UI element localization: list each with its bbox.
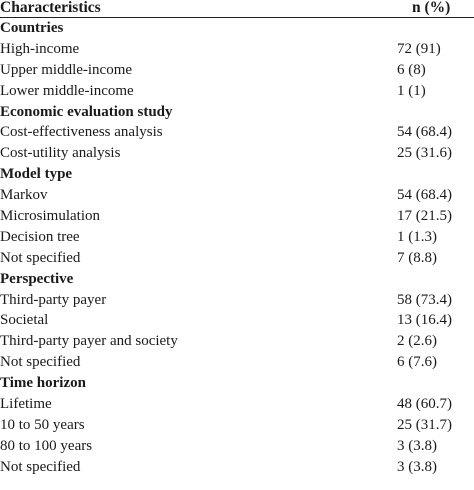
table-row: High-income 72 (91) <box>0 39 474 60</box>
header-rule <box>0 17 474 18</box>
section-heading-row: Time horizon <box>0 373 474 394</box>
row-label: Cost-utility analysis <box>0 145 121 162</box>
row-label: Not specified <box>0 249 81 266</box>
section-heading: Economic evaluation study <box>0 103 173 120</box>
row-value: 54 (68.4) <box>397 124 452 141</box>
row-label: Cost-effectiveness analysis <box>0 124 163 141</box>
row-value: 6 (7.6) <box>397 354 437 371</box>
row-label: Societal <box>0 312 49 329</box>
row-value: 1 (1.3) <box>397 228 437 245</box>
row-label: Microsimulation <box>0 208 100 225</box>
row-value: 6 (8) <box>397 61 426 78</box>
table-row: Societal 13 (16.4) <box>0 310 474 331</box>
section-heading-row: Perspective <box>0 269 474 290</box>
row-value: 17 (21.5) <box>397 208 452 225</box>
row-value: 7 (8.8) <box>397 249 437 266</box>
table-row: Third-party payer 58 (73.4) <box>0 290 474 311</box>
section-heading-row: Model type <box>0 164 474 185</box>
row-label: Markov <box>0 187 48 204</box>
header-n-percent: n (%) <box>412 0 451 16</box>
table-row: Not specified 7 (8.8) <box>0 248 474 269</box>
row-label: Decision tree <box>0 228 80 245</box>
row-value: 58 (73.4) <box>397 291 452 308</box>
row-label: Lifetime <box>0 396 52 413</box>
table-row: Lower middle-income 1 (1) <box>0 81 474 102</box>
row-value: 72 (91) <box>397 40 441 57</box>
row-value: 1 (1) <box>397 82 426 99</box>
row-label: Not specified <box>0 458 81 475</box>
header-characteristics: Characteristics <box>0 0 101 16</box>
section-heading: Perspective <box>0 270 74 287</box>
section-heading-row: Economic evaluation study <box>0 102 474 123</box>
table-row: Microsimulation 17 (21.5) <box>0 206 474 227</box>
table-body: Countries High-income 72 (91) Upper middle-… <box>0 18 474 478</box>
row-value: 25 (31.6) <box>397 145 452 162</box>
row-value: 54 (68.4) <box>397 187 452 204</box>
row-value: 2 (2.6) <box>397 333 437 350</box>
table-row: Not specified 3 (3.8) <box>0 457 474 478</box>
row-label: Upper middle-income <box>0 61 133 78</box>
table-row: Decision tree 1 (1.3) <box>0 227 474 248</box>
row-label: Third-party payer and society <box>0 333 178 350</box>
table-row: Cost-effectiveness analysis 54 (68.4) <box>0 122 474 143</box>
table-row: Upper middle-income 6 (8) <box>0 60 474 81</box>
row-label: Third-party payer <box>0 291 107 308</box>
row-label: High-income <box>0 40 80 57</box>
row-value: 3 (3.8) <box>397 458 437 475</box>
row-value: 13 (16.4) <box>397 312 452 329</box>
table-row: Cost-utility analysis 25 (31.6) <box>0 143 474 164</box>
section-heading-row: Countries <box>0 18 474 39</box>
row-value: 3 (3.8) <box>397 437 437 454</box>
table-row: 80 to 100 years 3 (3.8) <box>0 436 474 457</box>
table-header: Characteristics n (%) <box>0 0 474 17</box>
section-heading: Model type <box>0 166 73 183</box>
row-label: 80 to 100 years <box>0 437 93 454</box>
row-label: Not specified <box>0 354 81 371</box>
row-label: 10 to 50 years <box>0 416 85 433</box>
table-row: Markov 54 (68.4) <box>0 185 474 206</box>
table-row: Third-party payer and society 2 (2.6) <box>0 331 474 352</box>
row-label: Lower middle-income <box>0 82 134 99</box>
characteristics-table: Characteristics n (%) Countries High-inco… <box>0 0 474 478</box>
row-value: 25 (31.7) <box>397 416 452 433</box>
row-value: 48 (60.7) <box>397 396 452 413</box>
table-row: Lifetime 48 (60.7) <box>0 394 474 415</box>
table-row: 10 to 50 years 25 (31.7) <box>0 415 474 436</box>
table-row: Not specified 6 (7.6) <box>0 352 474 373</box>
section-heading: Countries <box>0 20 64 36</box>
section-heading: Time horizon <box>0 375 86 392</box>
